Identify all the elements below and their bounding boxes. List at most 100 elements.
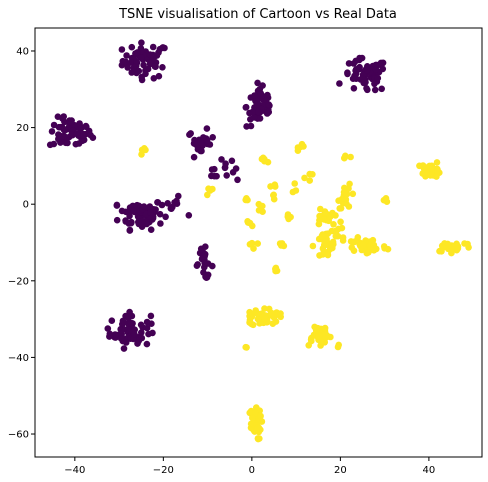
data-point-class1-cluster15 [419,162,427,169]
data-point-class0-cluster5 [198,147,205,155]
data-point-class0-cluster3 [164,200,171,207]
data-point-class0-cluster5 [197,138,204,146]
data-point-class0-cluster10 [345,60,353,67]
data-point-class0-cluster0 [137,54,145,61]
data-point-class0-cluster0 [149,43,157,51]
data-point-class1-cluster26 [317,205,324,213]
data-point-class0-cluster4 [125,314,132,322]
data-point-class0-cluster10 [372,66,380,73]
data-point-class1-cluster17 [340,188,348,196]
data-point-class1-cluster32 [370,245,377,253]
data-point-class0-cluster0 [159,44,167,51]
data-point-class1-cluster11 [138,151,145,158]
data-point-class1-cluster11 [142,146,149,154]
data-point-class1-cluster17 [349,190,357,198]
data-point-class0-cluster10 [359,75,367,83]
data-point-class1-cluster33 [448,249,455,257]
data-point-class0-cluster7 [202,243,209,250]
data-point-class1-cluster21 [291,180,299,187]
data-point-class1-cluster15 [426,162,433,170]
data-point-class0-cluster4 [143,340,151,348]
data-point-class1-cluster31 [339,237,347,244]
data-point-class0-cluster0 [133,57,140,65]
data-point-class0-cluster8 [234,176,241,184]
data-point-class0-cluster10 [378,60,386,68]
data-point-class1-cluster35 [253,310,261,317]
data-point-class0-cluster1 [54,113,62,120]
data-point-class0-cluster4 [104,325,112,332]
chart-title: TSNE visualisation of Cartoon vs Real Da… [118,7,397,22]
data-point-class0-cluster4 [149,329,156,337]
data-point-class0-cluster2 [147,226,155,233]
data-point-class0-cluster8 [232,165,240,172]
data-point-class0-cluster9 [243,123,250,130]
data-point-class1-cluster29 [278,242,285,249]
data-point-class0-cluster6 [218,156,225,163]
data-point-class0-cluster1 [50,140,58,148]
data-point-class1-cluster27 [337,218,344,226]
data-point-class0-cluster4 [108,317,116,325]
data-point-class0-cluster9 [254,79,261,87]
data-point-class0-cluster8 [228,157,236,165]
data-point-class0-cluster1 [64,139,71,147]
data-point-class1-cluster19 [242,196,250,204]
data-point-class1-cluster34 [272,264,280,272]
y-tick-label: 0 [23,200,29,211]
data-point-class1-cluster32 [351,238,359,245]
data-point-class0-cluster0 [150,75,158,82]
data-point-class0-cluster9 [253,101,261,108]
data-point-class1-cluster20 [270,195,278,203]
data-point-class1-cluster21 [289,188,297,196]
data-point-class0-cluster9 [254,108,262,116]
data-point-class0-cluster5 [203,125,211,132]
data-point-class0-cluster4 [135,337,143,345]
data-point-class1-cluster30 [324,251,332,259]
data-point-class0-cluster1 [68,131,75,139]
data-point-class0-cluster0 [142,70,149,78]
data-point-class1-cluster16 [301,174,308,182]
data-point-class1-cluster27 [330,221,337,228]
data-point-class0-cluster4 [106,330,114,338]
data-point-class1-cluster30 [324,230,332,237]
data-point-class1-cluster16 [306,170,314,178]
data-point-class1-cluster15 [422,168,430,176]
data-point-class0-cluster0 [151,63,159,70]
data-point-class1-cluster39 [254,424,261,432]
data-point-class1-cluster35 [261,305,268,312]
x-tick-label: 40 [423,465,436,476]
data-point-class1-cluster32 [363,249,371,257]
data-point-class1-cluster32 [384,245,392,253]
data-point-class0-cluster2 [118,207,126,215]
data-point-class0-cluster0 [134,49,141,56]
data-point-class1-cluster17 [337,205,345,212]
data-point-class0-cluster10 [352,57,360,65]
data-point-class1-cluster31 [329,238,337,246]
data-point-class1-cluster32 [350,247,358,254]
data-point-class0-cluster0 [150,54,158,62]
data-point-class0-cluster10 [336,80,343,87]
data-point-class1-cluster14 [341,154,348,161]
data-point-class0-cluster1 [48,128,56,135]
data-point-class0-cluster2 [126,227,134,234]
data-point-class0-cluster0 [122,58,130,66]
data-point-class1-cluster13 [300,143,307,150]
data-point-class1-cluster35 [277,310,284,317]
data-point-class0-cluster2 [147,209,154,216]
data-point-class1-cluster36 [312,327,320,334]
data-point-class0-cluster3 [185,212,193,219]
data-point-class0-cluster4 [147,312,155,320]
data-point-class0-cluster2 [122,218,130,225]
data-point-class0-cluster0 [118,46,126,53]
data-point-class0-cluster5 [190,153,198,161]
data-point-class0-cluster0 [138,39,145,46]
data-point-class0-cluster6 [208,172,215,180]
data-point-class0-cluster0 [132,62,140,70]
data-point-class0-cluster4 [143,318,151,326]
data-point-class0-cluster4 [111,331,119,338]
data-point-class0-cluster4 [137,321,145,329]
data-point-class1-cluster36 [321,324,329,332]
data-point-class1-cluster35 [269,320,277,328]
data-point-class1-cluster14 [347,153,354,161]
data-point-class0-cluster1 [72,140,80,148]
